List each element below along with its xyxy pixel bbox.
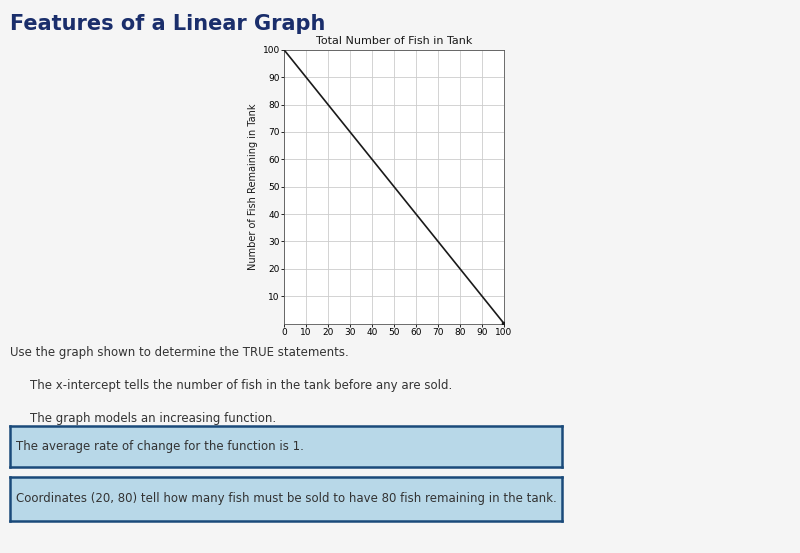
Text: Features of a Linear Graph: Features of a Linear Graph [10,14,325,34]
Text: Coordinates (20, 80) tell how many fish must be sold to have 80 fish remaining i: Coordinates (20, 80) tell how many fish … [16,492,557,505]
Text: The x-intercept tells the number of fish in the tank before any are sold.: The x-intercept tells the number of fish… [30,379,453,392]
Y-axis label: Number of Fish Remaining in Tank: Number of Fish Remaining in Tank [249,103,258,270]
Text: The average rate of change for the function is 1.: The average rate of change for the funct… [16,440,304,453]
Title: Total Number of Fish in Tank: Total Number of Fish in Tank [316,36,472,46]
Text: The graph models an increasing function.: The graph models an increasing function. [30,412,277,425]
Text: Use the graph shown to determine the TRUE statements.: Use the graph shown to determine the TRU… [10,346,348,359]
